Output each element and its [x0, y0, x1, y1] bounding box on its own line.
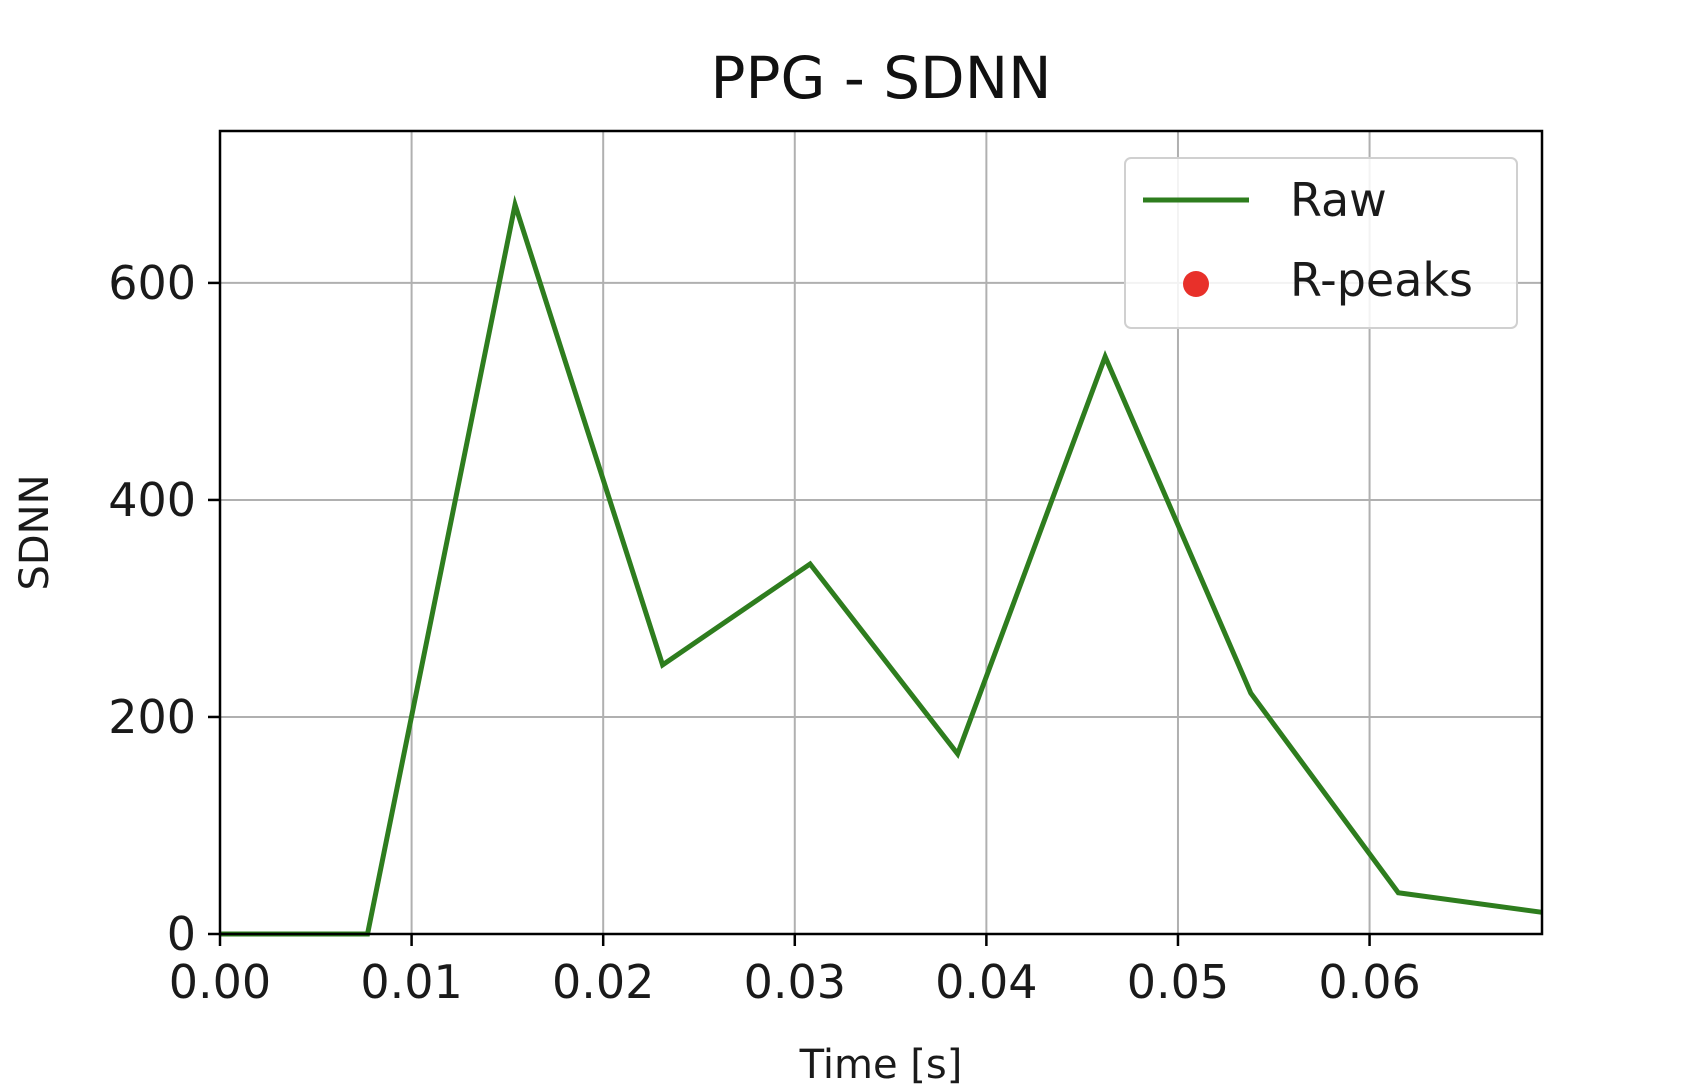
- y-tick-label: 600: [108, 256, 196, 310]
- x-axis-ticks: 0.00 0.01 0.02 0.03 0.04 0.05 0.06: [169, 934, 1421, 1009]
- series-layer: [220, 194, 1543, 937]
- legend-rpeaks-label: R-peaks: [1290, 253, 1473, 307]
- x-axis-label: Time [s]: [799, 1042, 963, 1086]
- x-tick-label: 0.06: [1318, 955, 1420, 1009]
- y-tick-label: 400: [108, 473, 196, 527]
- legend-raw-label: Raw: [1290, 173, 1387, 227]
- chart-title: PPG - SDNN: [711, 44, 1052, 112]
- raw-series-line: [220, 194, 1543, 937]
- x-tick-label: 0.05: [1127, 955, 1229, 1009]
- y-axis-label: SDNN: [12, 474, 58, 590]
- plot-frame: [218, 129, 1544, 936]
- x-tick-label: 0.04: [935, 955, 1037, 1009]
- legend-rpeaks-swatch: [1183, 271, 1209, 297]
- y-axis-ticks: 0 200 400 600: [108, 256, 220, 961]
- x-tick-label: 0.00: [169, 955, 271, 1009]
- x-tick-label: 0.03: [744, 955, 846, 1009]
- legend: Raw R-peaks: [1124, 157, 1518, 329]
- y-tick-label: 0: [167, 907, 196, 961]
- x-tick-label: 0.02: [552, 955, 654, 1009]
- x-tick-label: 0.01: [360, 955, 462, 1009]
- y-tick-label: 200: [108, 690, 196, 744]
